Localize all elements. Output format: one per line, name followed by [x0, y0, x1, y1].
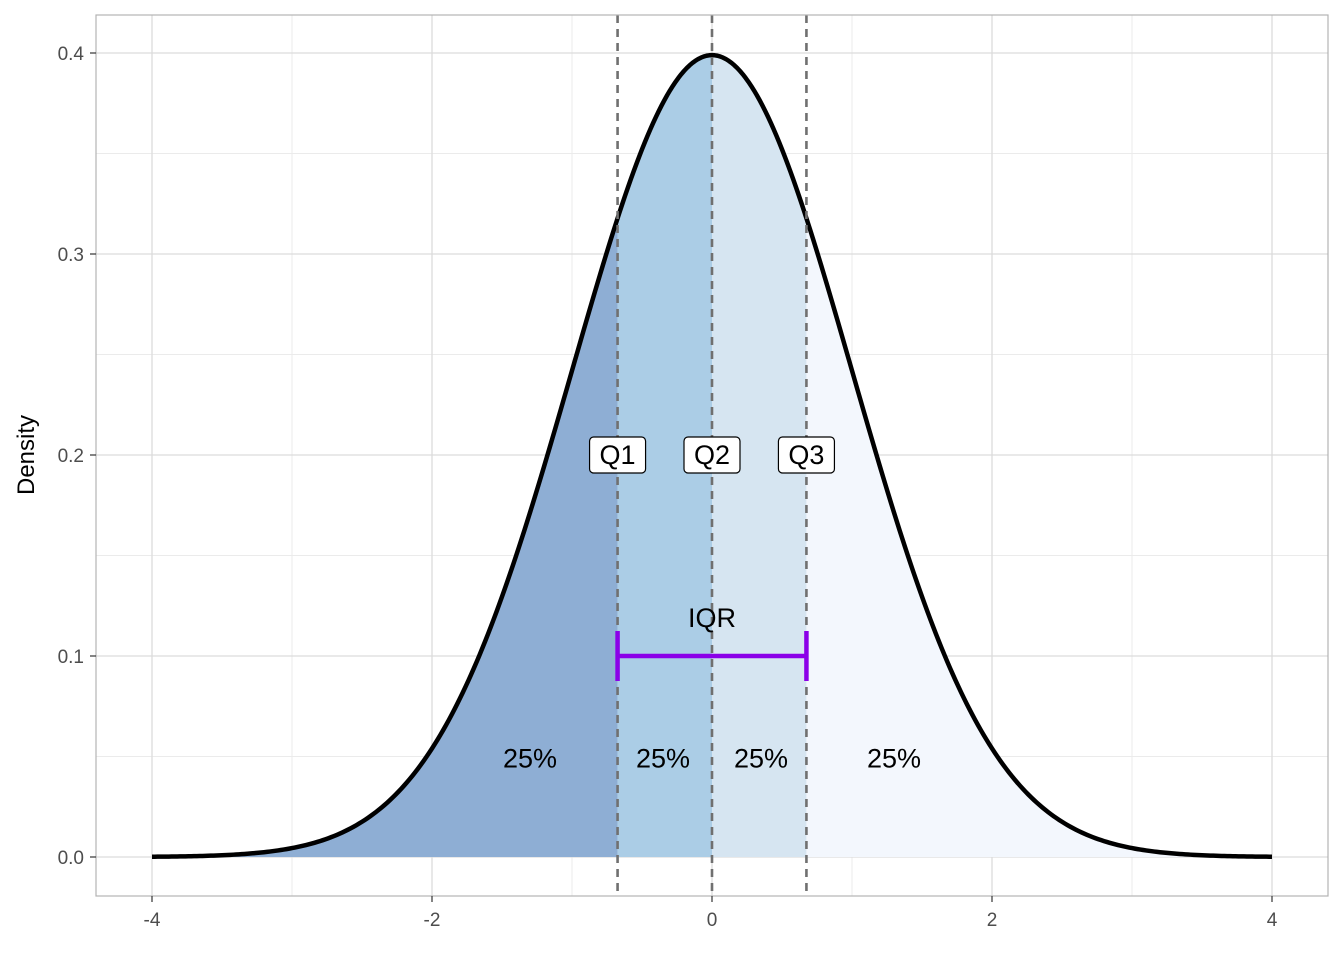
x-tick-label: -2: [424, 910, 441, 931]
annotation-labels: Q1 Q2 Q3 IQR 25% 25% 25% 25%: [503, 436, 921, 774]
percent-label-2: 25%: [636, 744, 690, 774]
x-tick-label: 0: [707, 910, 718, 931]
percent-label-1: 25%: [503, 744, 557, 774]
y-tick-label: 0.1: [58, 647, 84, 668]
y-tick-label: 0.2: [58, 446, 84, 467]
iqr-bracket: [615, 631, 809, 681]
y-tick-label: 0.4: [58, 44, 85, 65]
area-region-1: [152, 218, 618, 857]
quartile-label-q3: Q3: [788, 440, 824, 470]
y-axis-title: Density: [13, 415, 40, 495]
x-tick-label: 2: [987, 910, 998, 931]
iqr-label: IQR: [688, 603, 736, 633]
label-box-q1: [588, 436, 647, 474]
label-box-q3: [777, 436, 836, 474]
label-box-q2: [683, 436, 741, 474]
percent-label-3: 25%: [734, 744, 788, 774]
density-curve: [151, 52, 1273, 859]
x-tick-label: 4: [1267, 910, 1278, 931]
quartile-label-q2: Q2: [694, 440, 730, 470]
percent-label-4: 25%: [867, 744, 921, 774]
area-region-4: [806, 218, 1272, 857]
x-tick-label: -4: [144, 910, 161, 931]
y-tick-label: 0.0: [58, 848, 84, 869]
quartile-label-q1: Q1: [600, 440, 636, 470]
y-tick-label: 0.3: [58, 245, 84, 266]
density-curve-layer: [151, 52, 1273, 859]
axes: -4 -2 0 2 4 0.0 0.1 0.2 0.3 0.4: [58, 44, 1278, 931]
